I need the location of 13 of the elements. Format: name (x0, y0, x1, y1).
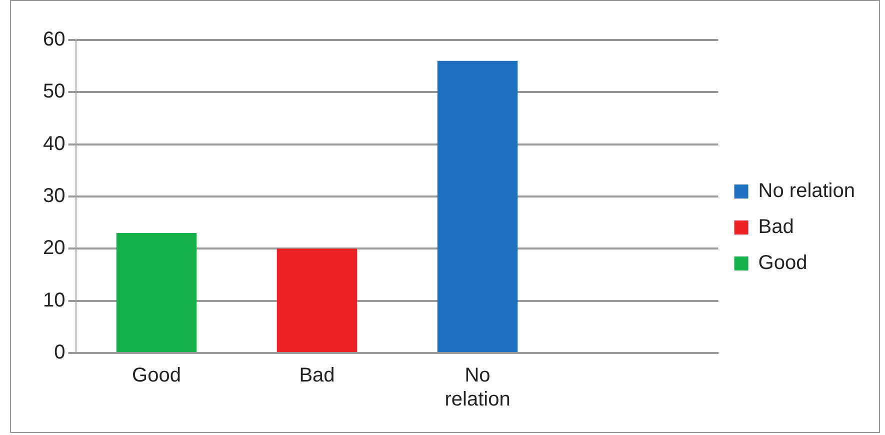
legend-label: No relation (758, 180, 855, 202)
y-tick-label: 20 (42, 237, 66, 260)
x-tick-label: No relation (444, 364, 510, 411)
y-tick-label: 40 (42, 132, 66, 155)
y-tick-label: 0 (54, 342, 66, 364)
x-tick-label: Good (132, 364, 181, 387)
y-tick-label: 50 (42, 80, 66, 103)
legend-label: Good (758, 252, 808, 274)
legend-label: Bad (758, 216, 794, 238)
y-tick-label: 10 (42, 289, 66, 312)
y-tick-label: 60 (42, 28, 66, 51)
x-tick-label: Bad (299, 364, 335, 387)
y-tick-label: 30 (42, 185, 66, 208)
